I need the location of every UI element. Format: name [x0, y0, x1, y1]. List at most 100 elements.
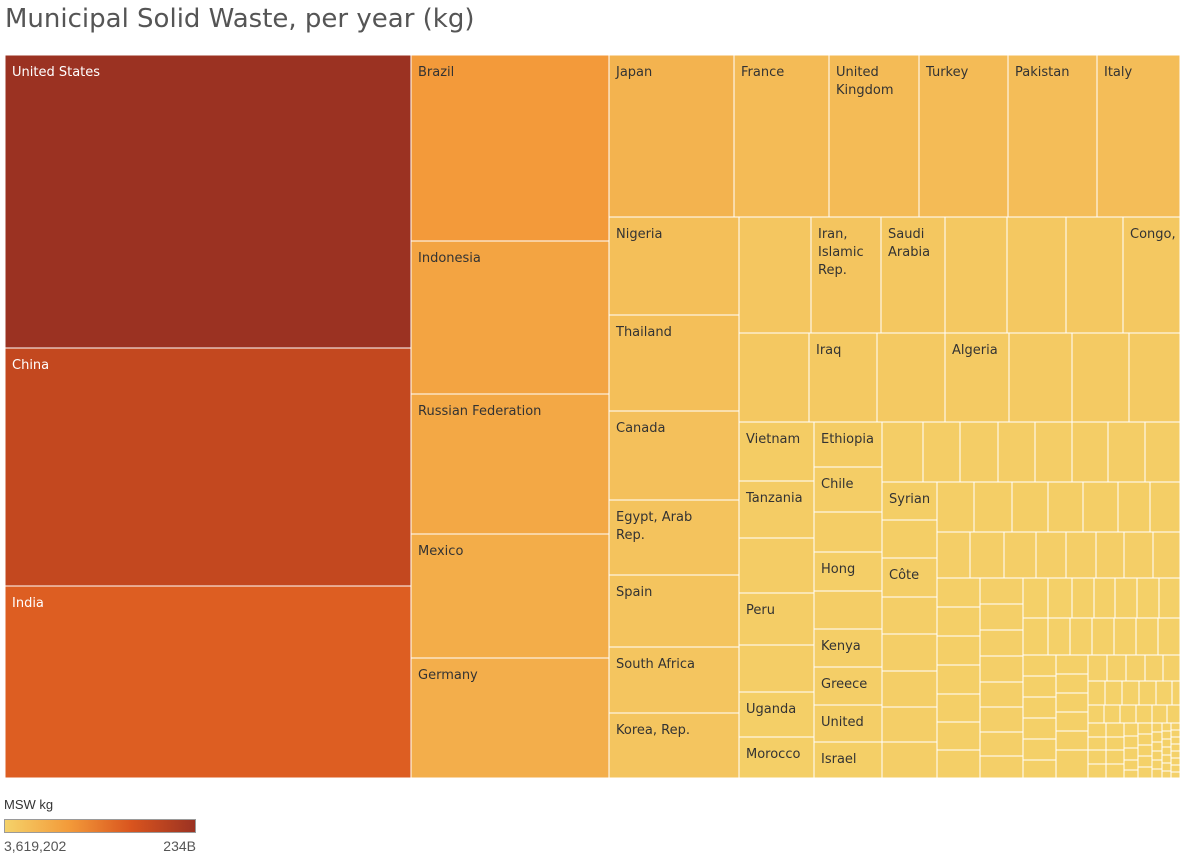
treemap-cell-thailand[interactable] [608, 314, 740, 412]
treemap-cell-unlabeled[interactable] [881, 596, 938, 635]
treemap-cell-unlabeled[interactable] [881, 633, 938, 672]
treemap-cell-saudi-arabia[interactable] [880, 216, 946, 334]
treemap-cell-unlabeled[interactable] [1003, 531, 1037, 579]
treemap-cell-unlabeled[interactable] [1022, 738, 1057, 761]
treemap-cell-unlabeled[interactable] [1006, 216, 1067, 334]
treemap-cell-unlabeled[interactable] [1087, 736, 1107, 751]
treemap-cell-unlabeled[interactable] [979, 577, 1024, 605]
treemap-cell-unlabeled[interactable] [1171, 680, 1181, 706]
treemap-cell-unlabeled[interactable] [1123, 769, 1139, 779]
treemap-cell-unlabeled[interactable] [1161, 746, 1172, 756]
treemap-cell-unlabeled[interactable] [1144, 654, 1164, 682]
treemap-cell-greece[interactable] [813, 666, 883, 706]
treemap-cell-unlabeled[interactable] [738, 332, 810, 423]
treemap-cell-unlabeled[interactable] [1152, 531, 1181, 579]
treemap-cell-unlabeled[interactable] [1105, 763, 1125, 779]
treemap-cell-unlabeled[interactable] [1161, 722, 1172, 732]
treemap-cell-unlabeled[interactable] [1105, 749, 1125, 765]
treemap-cell-unlabeled[interactable] [1136, 577, 1160, 619]
treemap-cell-unlabeled[interactable] [1137, 744, 1153, 757]
treemap-cell-unlabeled[interactable] [936, 664, 981, 695]
treemap-cell-unlabeled[interactable] [936, 481, 975, 533]
treemap-cell-unlabeled[interactable] [1158, 577, 1181, 619]
treemap-chart[interactable]: United States China India Brazil Indonesia Ru… [0, 0, 1184, 790]
treemap-cell-unlabeled[interactable] [1123, 722, 1139, 737]
treemap-cell-vietnam[interactable] [738, 421, 815, 482]
treemap-cell-unlabeled[interactable] [1055, 730, 1089, 751]
treemap-cell-unlabeled[interactable] [1161, 754, 1172, 764]
treemap-cell-unlabeled[interactable] [944, 216, 1008, 334]
treemap-cell-unlabeled[interactable] [1011, 481, 1049, 533]
treemap-cell-unlabeled[interactable] [738, 216, 812, 334]
treemap-cell-unlabeled[interactable] [1128, 332, 1181, 423]
treemap-cell-unlabeled[interactable] [1104, 680, 1123, 706]
treemap-cell-unlabeled[interactable] [1125, 654, 1146, 682]
treemap-cell-unlabeled[interactable] [979, 603, 1024, 631]
treemap-cell-unlabeled[interactable] [1155, 680, 1173, 706]
treemap-cell-ethiopia[interactable] [813, 421, 883, 468]
treemap-cell-unlabeled[interactable] [1105, 722, 1125, 738]
treemap-cell-unlabeled[interactable] [1034, 421, 1073, 483]
treemap-cell-unlabeled[interactable] [1137, 766, 1153, 779]
treemap-cell-unlabeled[interactable] [1123, 531, 1154, 579]
treemap-cell-unlabeled[interactable] [1087, 763, 1107, 779]
treemap-cell-unlabeled[interactable] [1123, 747, 1139, 761]
treemap-cell-unlabeled[interactable] [1055, 692, 1089, 713]
treemap-cell-unlabeled[interactable] [1170, 771, 1181, 779]
treemap-cell-unlabeled[interactable] [1151, 722, 1163, 733]
treemap-cell-unlabeled[interactable] [1135, 704, 1153, 724]
treemap-cell-indonesia[interactable] [410, 240, 610, 395]
treemap-cell-germany[interactable] [410, 657, 610, 779]
treemap-cell-korea-rep[interactable] [608, 712, 740, 779]
treemap-cell-unlabeled[interactable] [969, 531, 1005, 579]
treemap-cell-italy[interactable] [1096, 54, 1181, 218]
treemap-cell-unlabeled[interactable] [936, 749, 981, 779]
treemap-cell-unlabeled[interactable] [1055, 673, 1089, 694]
treemap-cell-unlabeled[interactable] [1123, 759, 1139, 771]
treemap-cell-turkey[interactable] [918, 54, 1009, 218]
treemap-cell-unlabeled[interactable] [1065, 531, 1097, 579]
treemap-cell-unlabeled[interactable] [1022, 717, 1057, 740]
treemap-cell-unlabeled[interactable] [1149, 481, 1181, 533]
treemap-cell-unlabeled[interactable] [1071, 332, 1130, 423]
treemap-cell-iran-islamic-rep[interactable] [810, 216, 882, 334]
treemap-cell-unlabeled[interactable] [1091, 617, 1115, 656]
treemap-cell-unlabeled[interactable] [936, 577, 981, 608]
treemap-cell-unlabeled[interactable] [1022, 577, 1049, 619]
treemap-cell-unlabeled[interactable] [997, 421, 1036, 483]
treemap-cell-unlabeled[interactable] [1166, 704, 1181, 724]
treemap-cell-unlabeled[interactable] [1093, 577, 1116, 619]
treemap-cell-unlabeled[interactable] [813, 511, 883, 553]
treemap-cell-unlabeled[interactable] [1123, 735, 1139, 749]
treemap-cell-iraq[interactable] [808, 332, 878, 423]
treemap-cell-unlabeled[interactable] [973, 481, 1013, 533]
treemap-cell-unlabeled[interactable] [1071, 421, 1109, 483]
treemap-cell-unlabeled[interactable] [922, 421, 961, 483]
treemap-cell-unlabeled[interactable] [1162, 654, 1181, 682]
treemap-cell-india[interactable] [4, 585, 412, 779]
treemap-cell-united-states[interactable] [4, 54, 412, 349]
treemap-cell-unlabeled[interactable] [1114, 577, 1138, 619]
treemap-cell-unlabeled[interactable] [1055, 654, 1089, 675]
treemap-cell-unlabeled[interactable] [1087, 704, 1105, 724]
treemap-cell-unlabeled[interactable] [1113, 617, 1137, 656]
treemap-cell-unlabeled[interactable] [1144, 421, 1181, 483]
treemap-cell-unlabeled[interactable] [1106, 654, 1127, 682]
treemap-cell-unlabeled[interactable] [1151, 741, 1163, 752]
treemap-cell-tanzania[interactable] [738, 480, 815, 539]
treemap-cell-unlabeled[interactable] [1022, 759, 1057, 779]
treemap-cell-unlabeled[interactable] [1047, 617, 1071, 656]
treemap-cell-unlabeled[interactable] [979, 655, 1024, 683]
treemap-cell-unlabeled[interactable] [1069, 617, 1093, 656]
treemap-cell-unlabeled[interactable] [1055, 749, 1089, 779]
treemap-cell-unlabeled[interactable] [1107, 421, 1146, 483]
treemap-cell-unlabeled[interactable] [1071, 577, 1095, 619]
treemap-cell-canada[interactable] [608, 410, 740, 501]
treemap-cell-israel[interactable] [813, 741, 883, 779]
treemap-cell-unlabeled[interactable] [979, 681, 1024, 708]
treemap-cell-unlabeled[interactable] [1119, 704, 1137, 724]
treemap-cell-unlabeled[interactable] [1135, 617, 1159, 656]
treemap-cell-unlabeled[interactable] [881, 670, 938, 708]
treemap-cell-unlabeled[interactable] [1117, 481, 1151, 533]
treemap-cell-unlabeled[interactable] [936, 721, 981, 751]
